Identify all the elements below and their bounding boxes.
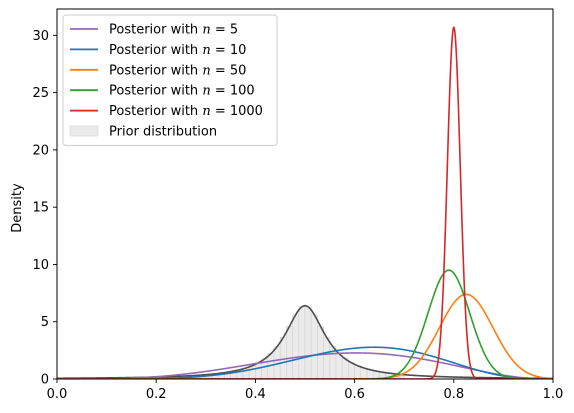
prior-histogram-bar	[298, 306, 306, 379]
x-tick-label: 0.6	[344, 387, 365, 402]
legend-label: Posterior with n = 1000	[109, 104, 263, 119]
y-axis-label: Density	[10, 183, 25, 233]
prior-histogram-bar	[286, 325, 293, 379]
legend: Posterior with n = 5 Posterior with n = 1…	[62, 14, 278, 146]
prior-histogram-bar	[360, 367, 368, 379]
x-axis: 0.0 0.2 0.4 0.6 0.8 1.0	[47, 379, 564, 402]
x-tick-label: 0.0	[47, 387, 68, 402]
prior-histogram-bar	[354, 365, 362, 379]
y-tick-label: 20	[32, 143, 49, 158]
prior-histogram-bar	[366, 369, 374, 379]
y-tick-label: 5	[41, 315, 49, 330]
x-tick-label: 1.0	[543, 387, 564, 402]
legend-box	[62, 14, 278, 146]
x-tick-label: 0.2	[146, 387, 167, 402]
x-tick-label: 0.8	[443, 387, 464, 402]
y-tick-label: 10	[32, 258, 49, 273]
legend-label: Posterior with n = 50	[109, 63, 246, 78]
prior-histogram-bar	[323, 337, 331, 379]
legend-label: Posterior with n = 100	[109, 84, 255, 99]
prior-histogram-bar	[341, 358, 349, 379]
prior-histogram-bar	[304, 306, 312, 379]
y-tick-label: 25	[32, 86, 49, 101]
legend-label: Posterior with n = 10	[109, 43, 246, 58]
legend-swatch	[69, 125, 99, 137]
prior-histogram-bar	[335, 353, 343, 379]
prior-histogram-bar	[292, 314, 300, 379]
prior-histogram-bar	[348, 362, 355, 379]
y-tick-label: 0	[41, 373, 49, 388]
y-tick-label: 30	[32, 29, 49, 44]
legend-label: Prior distribution	[109, 125, 217, 140]
y-axis: Density 0 5 10 15 20 25 30	[10, 29, 57, 388]
y-tick-label: 15	[32, 201, 49, 216]
x-tick-label: 0.4	[245, 387, 266, 402]
legend-label: Posterior with n = 5	[109, 23, 238, 38]
series-line-100	[57, 269, 553, 379]
plot-frame	[56, 8, 554, 380]
prior-histogram-bar	[310, 314, 318, 379]
series-line-50	[57, 293, 553, 379]
prior-histogram-bar	[255, 362, 262, 379]
series-line-1000	[57, 26, 553, 379]
prior-histogram-bar	[248, 365, 256, 379]
